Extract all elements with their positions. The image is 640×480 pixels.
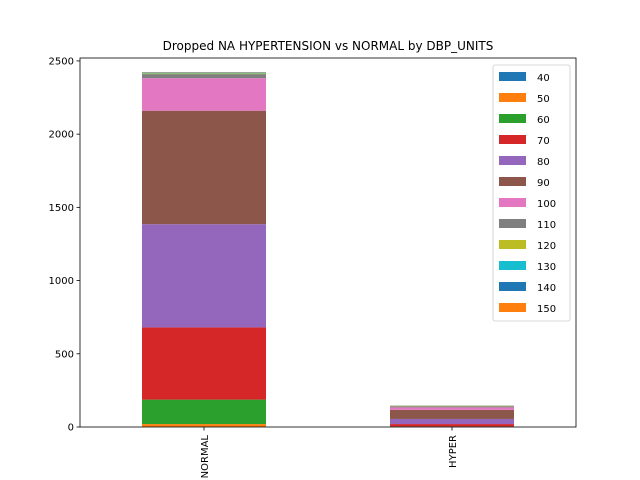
y-tick-label: 2500	[49, 56, 74, 67]
legend-swatch-140	[499, 282, 526, 291]
bars-group	[142, 72, 514, 427]
legend-label-60: 60	[537, 115, 550, 126]
legend-label-110: 110	[537, 220, 556, 231]
y-tick-label: 2000	[49, 130, 74, 141]
legend-swatch-50	[499, 93, 526, 102]
bar-segment-normal-130	[142, 72, 266, 74]
legend-label-150: 150	[537, 304, 556, 315]
legend-label-50: 50	[537, 94, 550, 105]
legend: 40 50 60 70 80 90 100 110 120 130 140 150	[492, 64, 571, 322]
bar-segment-hyper-90	[390, 409, 514, 419]
legend-label-70: 70	[537, 136, 550, 147]
legend-swatch-40	[499, 72, 526, 81]
plot-frame	[79, 57, 577, 428]
legend-swatch-100	[499, 198, 526, 207]
bar-segment-hyper-80	[390, 418, 514, 425]
bar-segment-normal-50	[142, 424, 266, 427]
bar-segment-normal-60	[142, 399, 266, 425]
x-axis: NORMAL HYPER	[200, 427, 459, 478]
legend-swatch-120	[499, 240, 526, 249]
legend-swatch-150	[499, 303, 526, 312]
bar-segment-normal-100	[142, 78, 266, 111]
legend-swatch-90	[499, 177, 526, 186]
x-tick-label-hyper: HYPER	[448, 435, 459, 468]
legend-swatch-60	[499, 114, 526, 123]
legend-label-80: 80	[537, 157, 550, 168]
legend-label-100: 100	[537, 199, 556, 210]
y-tick-label: 0	[68, 423, 74, 434]
bar-segment-hyper-110	[390, 406, 514, 408]
y-axis: 0 500 1000 1500 2000 2500	[49, 56, 80, 434]
legend-label-130: 130	[537, 262, 556, 273]
legend-box	[492, 64, 571, 322]
legend-swatch-80	[499, 156, 526, 165]
x-tick-label-normal: NORMAL	[200, 435, 211, 479]
chart-title: Dropped NA HYPERTENSION vs NORMAL by DBP…	[163, 39, 494, 53]
bar-segment-hyper-100	[390, 407, 514, 410]
legend-swatch-70	[499, 135, 526, 144]
legend-label-140: 140	[537, 283, 556, 294]
y-tick-label: 1500	[49, 203, 74, 214]
legend-label-120: 120	[537, 241, 556, 252]
bar-segment-normal-80	[142, 224, 266, 328]
bar-segment-normal-110	[142, 74, 266, 79]
legend-swatch-130	[499, 261, 526, 270]
legend-label-40: 40	[537, 73, 550, 84]
bar-segment-normal-90	[142, 110, 266, 225]
legend-swatch-110	[499, 219, 526, 228]
legend-label-90: 90	[537, 178, 550, 189]
y-tick-label: 1000	[49, 276, 74, 287]
bar-segment-normal-70	[142, 327, 266, 400]
bar-segment-hyper-70	[390, 424, 514, 427]
bar-segment-normal-120	[142, 73, 266, 75]
y-tick-label: 500	[55, 349, 74, 360]
